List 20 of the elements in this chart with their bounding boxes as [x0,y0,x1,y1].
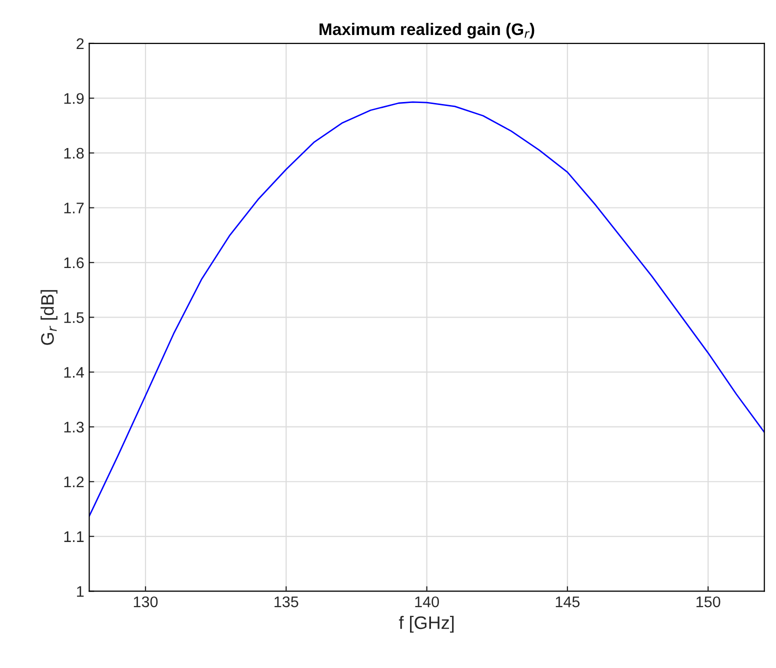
y-tick-label: 1.7 [64,202,84,214]
y-tick-label: 1.2 [64,476,84,488]
y-tick-label: 1.4 [64,367,84,378]
y-tick-label: 1 [77,586,84,597]
x-tick-label: 135 [274,596,298,608]
y-tick-label: 1.3 [64,422,84,433]
x-tick-label: 150 [696,596,720,608]
line-series [89,101,764,517]
x-tick-label: 130 [134,596,158,608]
y-tick-label: 1.5 [64,312,84,323]
y-tick-label: 1.1 [64,531,84,542]
y-tick-label: 1.8 [64,148,84,159]
y-tick-label: 1.9 [64,93,84,104]
x-axis-title: f [GHz] [398,616,454,633]
y-tick-label: 2 [76,38,84,49]
x-tick-label: 140 [415,596,439,608]
chart-title: Maximum realized gain (G$_{r}$) [320,22,534,39]
x-tick-label: 145 [556,596,580,608]
y-axis-title: G$_{r}$ [dB] [40,290,58,345]
y-tick-label: 1.6 [64,257,84,268]
